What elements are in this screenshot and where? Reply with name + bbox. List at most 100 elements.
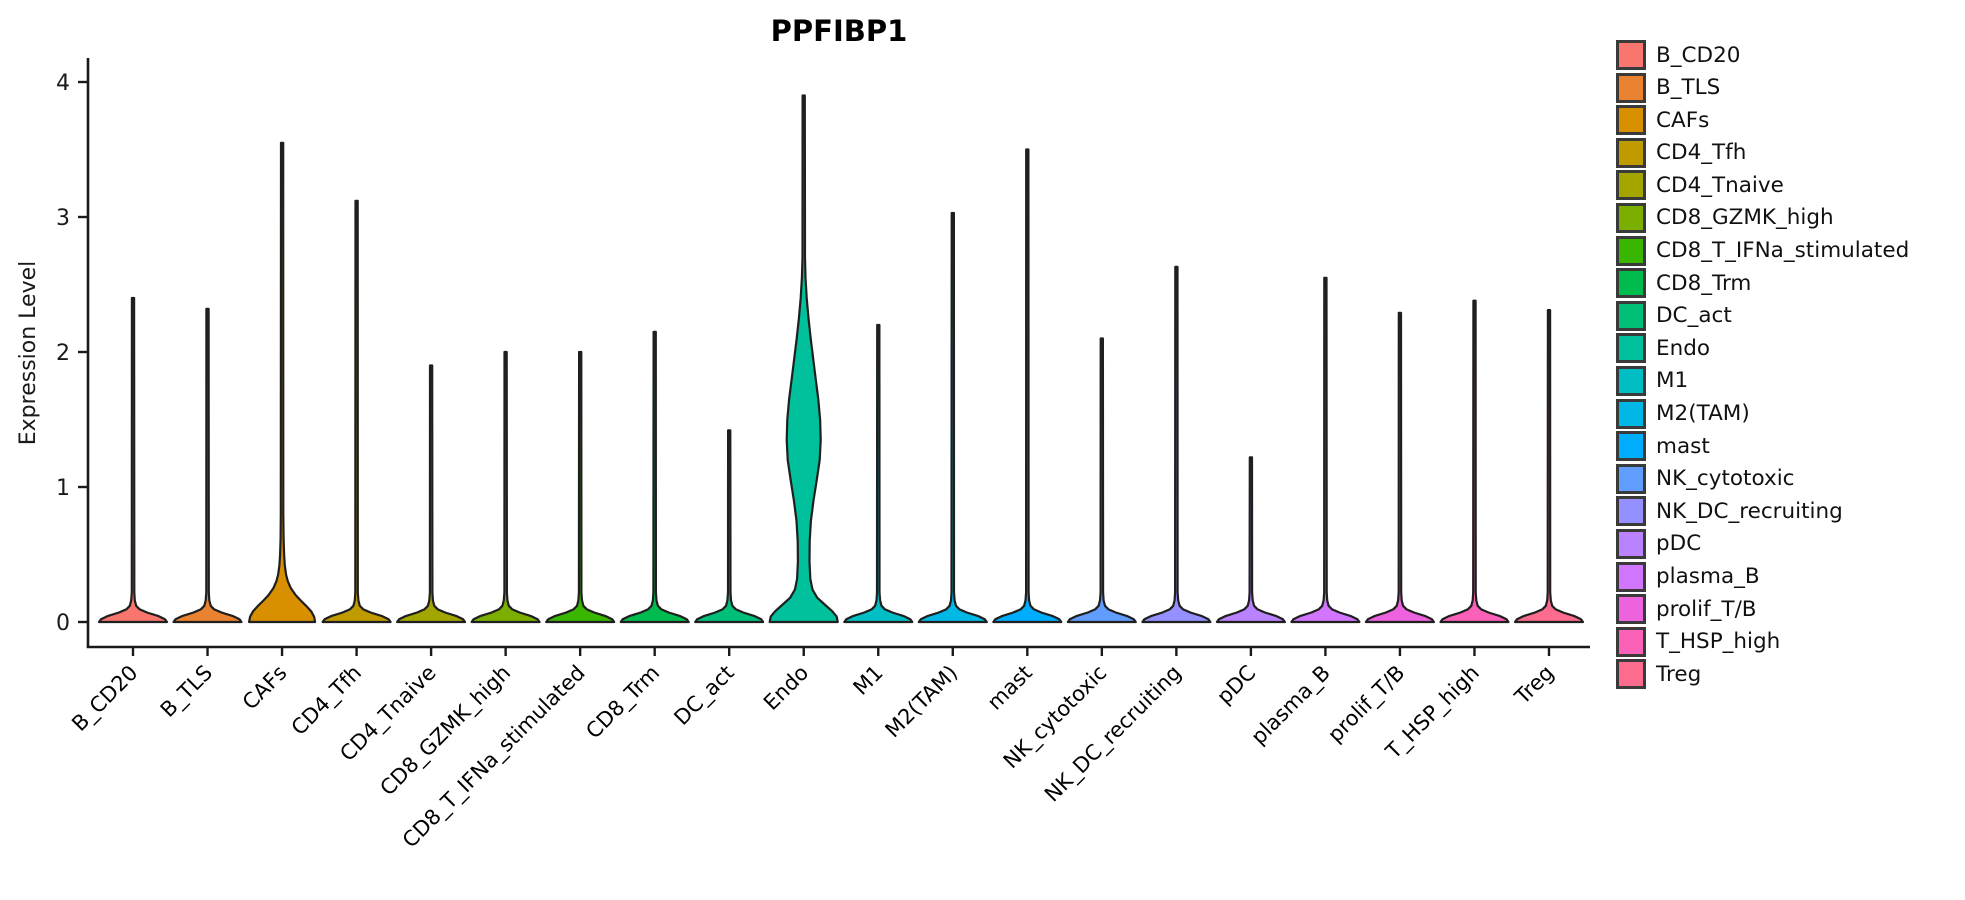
violin-B_TLS [172,307,243,624]
legend-swatch [1616,137,1646,168]
x-tick-label: DC_act [669,661,739,731]
legend-item: NK_DC_recruiting [1616,496,1961,527]
y-tick-label: 4 [56,71,70,96]
legend-label: M2(TAM) [1656,401,1750,427]
legend-item: NK_cytotoxic [1616,463,1961,494]
legend-swatch [1616,528,1646,559]
legend-swatch [1616,333,1646,364]
y-tick-label: 0 [56,611,70,636]
violin-prolif_T/B [1364,311,1435,624]
violin-CD4_Tnaive [396,364,467,624]
violin-plasma_B [1290,276,1361,624]
legend-label: B_TLS [1656,75,1721,101]
legend-swatch [1616,40,1646,70]
y-tick-label: 1 [56,476,70,501]
y-tick-label: 3 [56,206,70,231]
legend: B_CD20 B_TLS CAFs CD4_Tfh CD4_Tnaive CD8_GZMK… [1616,40,1961,692]
y-tick-label: 2 [56,341,70,366]
violin-Treg [1513,309,1585,624]
x-tick-label: Treg [1510,661,1559,710]
x-tick-label: Endo [759,661,813,715]
legend-swatch [1616,431,1646,462]
violin-CD8_Trm [619,330,690,624]
legend-swatch [1616,398,1646,429]
x-tick-label: plasma_B [1246,661,1335,750]
x-tick-label: CD8_GZMK_high [375,661,515,801]
legend-swatch [1616,170,1646,201]
legend-item: CD8_Trm [1616,268,1961,299]
x-tick-label: mast [983,661,1037,715]
legend-label: Treg [1656,661,1702,687]
violin-T_HSP_high [1439,299,1510,624]
legend-label: NK_cytotoxic [1656,466,1795,492]
legend-label: CD4_Tfh [1656,140,1747,166]
legend-label: plasma_B [1656,564,1760,589]
legend-item: mast [1616,431,1961,462]
legend-item: pDC [1616,528,1961,559]
legend-swatch [1616,268,1646,299]
legend-label: CD8_T_IFNa_stimulated [1656,238,1910,264]
violin-B_CD20 [97,296,169,624]
legend-swatch [1616,626,1646,657]
legend-item: B_CD20 [1616,40,1961,70]
violin-M1 [843,323,914,624]
legend-swatch [1616,463,1646,494]
x-tick-label: CAFs [238,661,292,715]
legend-item: CD4_Tfh [1616,137,1961,168]
chart-title: PPFIBP1 [770,14,908,48]
legend-swatch [1616,105,1646,136]
legend-swatch [1616,72,1646,103]
legend-swatch [1616,202,1646,233]
violin-Endo [768,94,839,624]
violin-CD4_Tfh [321,199,392,624]
x-tick-label: CD8_Trm [581,661,665,745]
legend-item: DC_act [1616,300,1961,331]
legend-label: DC_act [1656,303,1732,329]
violin-NK_cytotoxic [1066,337,1137,624]
legend-label: CD4_Tnaive [1656,172,1784,198]
legend-item: CD8_T_IFNa_stimulated [1616,235,1961,266]
legend-item: T_HSP_high [1616,626,1961,657]
legend-swatch [1616,561,1646,592]
legend-item: M2(TAM) [1616,398,1961,429]
legend-label: NK_DC_recruiting [1656,498,1843,524]
legend-item: prolif_T/B [1616,594,1961,625]
legend-swatch [1616,594,1646,625]
violin-DC_act [694,429,765,624]
violin-mast [992,148,1063,624]
legend-item: CAFs [1616,105,1961,136]
legend-item: Treg [1616,659,1961,690]
legend-label: Endo [1656,335,1711,361]
legend-label: prolif_T/B [1656,596,1757,622]
legend-swatch [1616,300,1646,331]
x-tick-label: B_TLS [156,661,218,723]
legend-item: CD8_GZMK_high [1616,202,1961,233]
legend-label: CAFs [1656,107,1710,133]
legend-label: pDC [1656,531,1702,557]
legend-label: T_HSP_high [1656,629,1781,655]
legend-label: mast [1656,433,1710,459]
x-tick-label: M1 [849,661,888,700]
legend-item: plasma_B [1616,561,1961,592]
legend-swatch [1616,365,1646,396]
legend-label: M1 [1656,368,1689,394]
violin-NK_DC_recruiting [1141,265,1212,624]
x-tick-label: B_CD20 [67,661,143,737]
legend-item: M1 [1616,365,1961,396]
violin-CD8_T_IFNa_stimulated [545,350,616,624]
legend-swatch [1616,496,1646,527]
violin-CD8_GZMK_high [470,350,541,624]
legend-item: B_TLS [1616,72,1961,103]
x-tick-label: NK_DC_recruiting [1040,661,1187,808]
legend-label: CD8_Trm [1656,270,1752,296]
violin-pDC [1215,456,1286,624]
violin-M2(TAM) [917,211,988,624]
legend-swatch [1616,235,1646,266]
violin-CAFs [248,141,317,624]
legend-item: Endo [1616,333,1961,364]
legend-item: CD4_Tnaive [1616,170,1961,201]
legend-swatch [1616,659,1646,690]
legend-label: B_CD20 [1656,42,1741,68]
